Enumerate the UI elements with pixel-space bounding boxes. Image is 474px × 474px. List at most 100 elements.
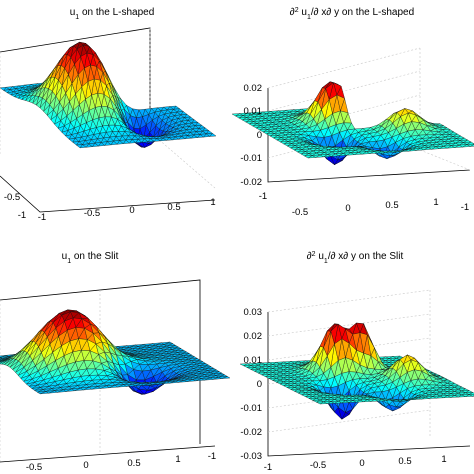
surface-facet	[384, 136, 393, 148]
surface-facet	[72, 104, 80, 120]
surface-facet	[411, 121, 420, 131]
surface-facet	[417, 388, 427, 392]
surface-facet	[269, 115, 278, 119]
surface-facet	[129, 351, 138, 354]
surface-facet	[175, 369, 186, 375]
surface-facet	[27, 342, 37, 357]
surface-facet	[166, 345, 176, 348]
surface-facet	[294, 365, 302, 368]
surface-facet	[363, 380, 372, 386]
surface-facet	[337, 400, 346, 404]
surface-facet	[337, 323, 346, 340]
surface-facet	[257, 372, 266, 376]
surface-facet	[182, 360, 192, 364]
surface-facet	[97, 92, 105, 107]
surface-facet	[399, 371, 408, 385]
surface-facet	[290, 367, 299, 371]
surface-facet	[102, 124, 109, 133]
surface-facet	[342, 134, 352, 148]
surface-facet	[176, 127, 184, 132]
surface-facet	[330, 359, 339, 378]
surface-facet	[134, 344, 145, 347]
surface-facet	[304, 137, 313, 142]
surface-facet	[25, 95, 32, 102]
surface-facet	[114, 124, 122, 132]
surface-facet	[67, 45, 74, 58]
surface-facet	[153, 360, 163, 365]
surface-facet	[68, 137, 76, 143]
surface-facet	[313, 146, 322, 149]
surface-facet	[374, 399, 382, 402]
surface-facet	[110, 98, 117, 111]
surface-facet	[291, 114, 301, 119]
surface-facet	[290, 371, 299, 376]
surface-facet	[275, 369, 284, 373]
surface-facet	[330, 396, 339, 400]
surface-facet	[326, 399, 336, 402]
surface-facet	[254, 111, 263, 115]
surface-facet	[134, 142, 142, 148]
z-tick: -0.03	[240, 451, 262, 462]
surface-facet	[76, 113, 84, 126]
surface-facet	[93, 133, 101, 140]
surface-facet	[270, 130, 279, 134]
surface-facet	[0, 360, 3, 363]
surface-facet	[145, 119, 153, 134]
surface-facet	[158, 135, 167, 139]
surface-facet	[346, 150, 356, 153]
surface-facet	[249, 118, 258, 122]
surface-facet	[312, 392, 321, 395]
surface-facet	[423, 120, 432, 126]
surface-facet	[435, 378, 445, 383]
surface-facet	[279, 371, 288, 375]
surface-facet	[326, 323, 335, 332]
surface-facet	[60, 115, 68, 127]
surface-facet	[328, 124, 337, 137]
x-tick: -0.5	[84, 208, 100, 219]
surface-facet	[134, 135, 142, 140]
surface-facet	[293, 149, 302, 153]
surface-facet	[356, 371, 364, 379]
surface-facet	[30, 83, 38, 87]
surface-facet	[455, 137, 465, 141]
surface-facet	[279, 120, 288, 124]
surface-facet	[451, 140, 460, 144]
surface-facet	[84, 139, 92, 145]
surface-facet	[359, 364, 368, 375]
surface-facet	[288, 111, 298, 115]
x-tick: -1	[259, 191, 267, 202]
surface-facet	[192, 372, 202, 376]
surface-facet	[296, 136, 305, 140]
surface-facet	[327, 343, 335, 368]
surface-facet	[32, 330, 42, 344]
surface-facet	[366, 391, 376, 397]
surface-facet	[82, 44, 90, 54]
surface-facet	[164, 371, 174, 379]
surface-facet	[145, 350, 156, 354]
surface-facet	[339, 129, 348, 141]
surface-facet	[242, 114, 251, 118]
surface-facet	[170, 374, 180, 380]
surface-facet	[31, 89, 38, 96]
surface-facet	[298, 385, 306, 388]
surface-facet	[113, 140, 120, 145]
surface-facet	[138, 109, 146, 118]
surface-facet	[5, 86, 13, 90]
surface-facet	[57, 55, 64, 67]
surface-facet	[47, 69, 54, 80]
surface-facet	[341, 371, 350, 383]
surface-facet	[286, 370, 296, 374]
surface-facet	[161, 116, 169, 124]
surface-facet	[364, 145, 373, 150]
surface-facet	[126, 344, 136, 348]
surface-facet	[308, 394, 317, 397]
surface-facet	[46, 360, 56, 373]
surface-facet	[117, 118, 124, 127]
surface-facet	[137, 138, 145, 143]
surface-facet	[76, 310, 86, 316]
surface-facet	[206, 375, 216, 378]
surface-facet	[297, 375, 307, 380]
surface-facet	[162, 137, 170, 141]
surface-facet	[60, 386, 70, 390]
surface-facet	[432, 375, 441, 380]
